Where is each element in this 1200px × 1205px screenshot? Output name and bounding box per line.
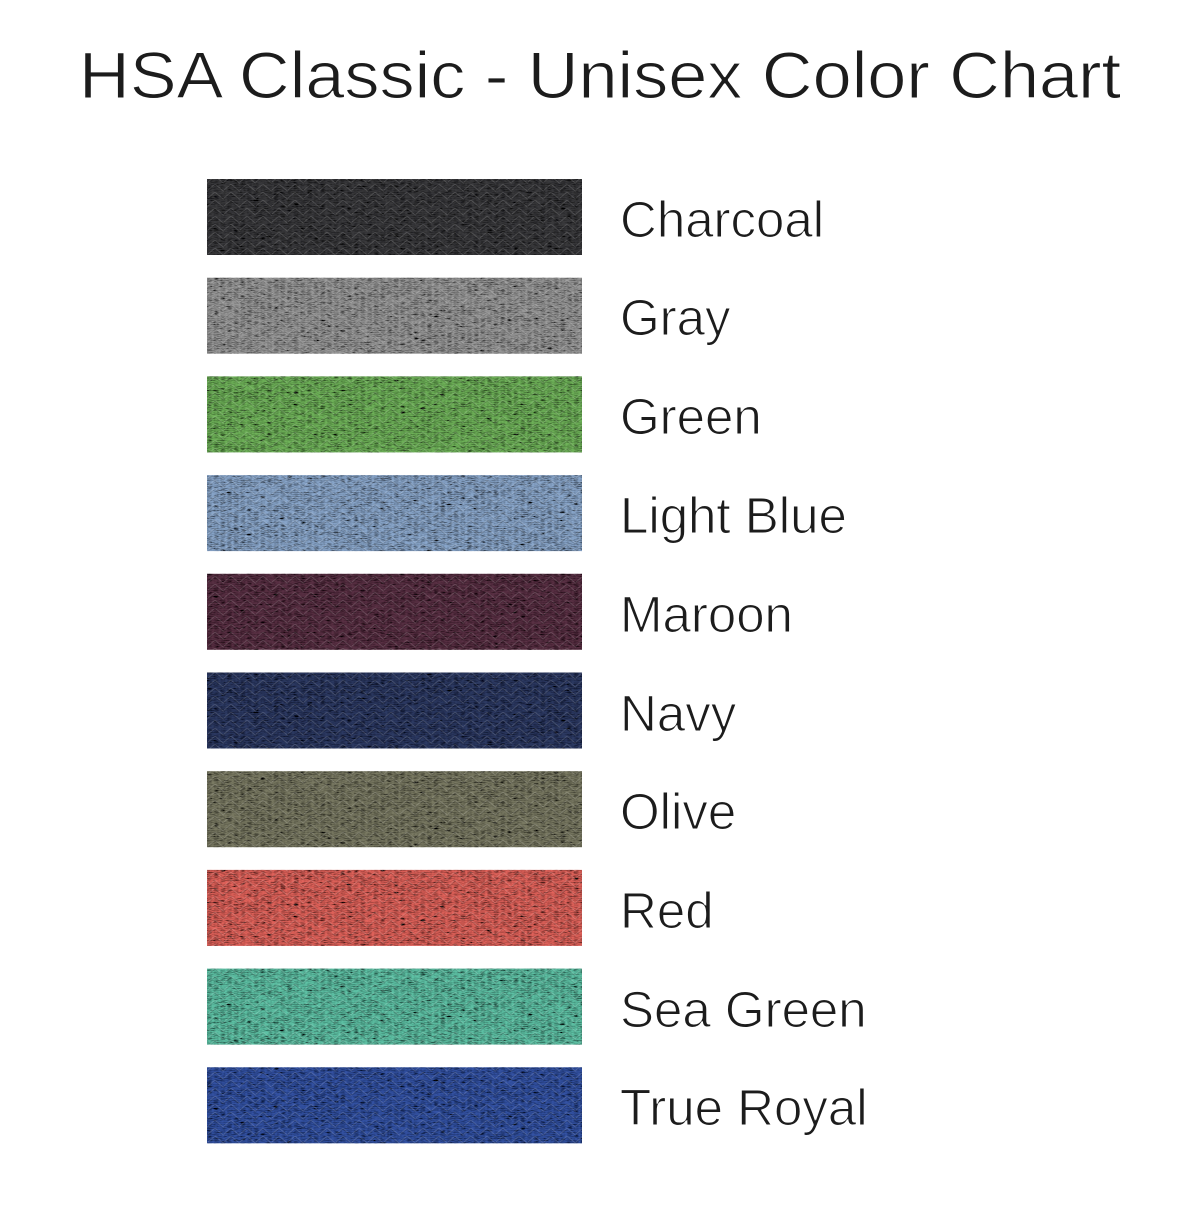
- svg-text:Charcoal: Charcoal: [620, 191, 824, 248]
- svg-text:Maroon: Maroon: [620, 586, 793, 643]
- svg-text:Gray: Gray: [620, 289, 731, 346]
- svg-text:HSA Classic - Unisex Color Cha: HSA Classic - Unisex Color Chart: [79, 38, 1121, 112]
- svg-text:True Royal: True Royal: [620, 1079, 868, 1136]
- svg-text:Olive: Olive: [620, 783, 736, 840]
- svg-text:Red: Red: [620, 882, 714, 939]
- svg-text:Navy: Navy: [620, 685, 737, 742]
- svg-text:Green: Green: [620, 388, 762, 445]
- svg-text:Light Blue: Light Blue: [620, 487, 847, 544]
- svg-text:Sea Green: Sea Green: [620, 981, 867, 1038]
